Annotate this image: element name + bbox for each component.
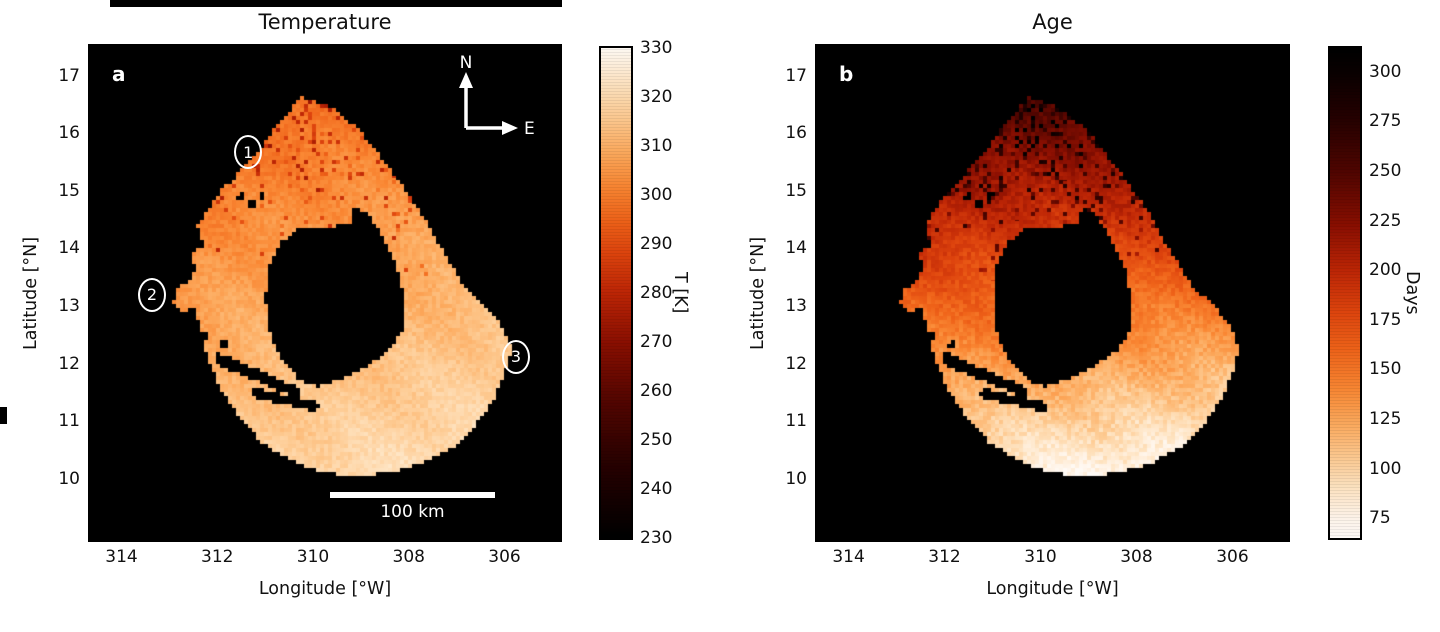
colorbar-tick-label: 330	[640, 38, 673, 58]
panel-b-colorbar-ticks: 300 275 250 225 200 175 150 125 100 75	[1369, 48, 1415, 538]
panel-b-plot-area: b	[815, 44, 1290, 542]
x-tick-label: 314	[832, 547, 865, 567]
colorbar-tick-label: 310	[640, 136, 673, 156]
y-tick-label: 13	[785, 295, 807, 316]
colorbar-tick-label: 100	[1369, 458, 1402, 479]
y-tick-label: 15	[785, 180, 807, 201]
y-tick-label: 16	[785, 123, 807, 144]
x-tick-label: 308	[1120, 547, 1153, 567]
x-tick-label: 308	[392, 547, 425, 567]
x-tick-label: 310	[296, 547, 330, 567]
y-tick-label: 17	[58, 65, 80, 86]
colorbar-tick-label: 150	[1369, 359, 1402, 380]
colorbar-tick-label: 250	[1369, 160, 1402, 181]
panel-a-x-axis-label: Longitude [°W]	[258, 579, 392, 599]
y-tick-label: 12	[58, 353, 80, 374]
panel-b-colorbar	[1328, 46, 1362, 540]
y-tick-label: 11	[58, 411, 80, 432]
panel-a-x-ticks: 314 312 310 308 306	[88, 546, 562, 572]
temperature-colorbar-canvas	[601, 48, 631, 538]
panel-a-title: Temperature	[258, 10, 392, 34]
age-colorbar-canvas	[1330, 48, 1360, 538]
colorbar-tick-label: 175	[1369, 309, 1402, 330]
y-tick-label: 12	[785, 353, 807, 374]
y-tick-label: 10	[58, 468, 80, 489]
x-tick-label: 310	[1024, 547, 1057, 567]
panel-b-title: Age	[1032, 10, 1073, 34]
x-tick-label: 306	[1216, 547, 1249, 567]
y-tick-label: 10	[785, 468, 807, 489]
x-tick-label: 306	[488, 547, 521, 567]
x-tick-label: 312	[928, 547, 961, 567]
x-tick-label: 312	[201, 547, 234, 567]
x-tick-label: 314	[105, 547, 138, 567]
colorbar-tick-label: 225	[1369, 210, 1402, 231]
colorbar-tick-label: 300	[640, 185, 673, 205]
y-tick-label: 16	[58, 123, 80, 144]
colorbar-tick-label: 200	[1369, 260, 1402, 281]
y-tick-label: 14	[785, 238, 807, 259]
panel-a-colorbar	[599, 46, 633, 540]
panel-a-y-ticks: 17 16 15 14 13 12 11 10	[36, 44, 80, 542]
colorbar-tick-label: 240	[640, 479, 673, 499]
y-tick-label: 17	[785, 65, 807, 86]
cropped-image-artifact-top	[110, 0, 562, 7]
y-tick-label: 11	[785, 411, 807, 432]
colorbar-tick-label: 75	[1369, 508, 1391, 529]
colorbar-tick-label: 320	[640, 87, 673, 107]
y-tick-label: 14	[58, 238, 80, 259]
panel-b-colorbar-label: Days	[1402, 271, 1422, 315]
panel-a-colorbar-label: T [K]	[670, 272, 690, 314]
panel-b-y-ticks: 17 16 15 14 13 12 11 10	[763, 44, 807, 542]
age-heatmap-canvas	[815, 44, 1290, 542]
cropped-image-artifact-left	[0, 407, 7, 424]
temperature-heatmap-canvas	[88, 44, 562, 542]
y-tick-label: 13	[58, 295, 80, 316]
colorbar-tick-label: 270	[640, 332, 673, 352]
colorbar-tick-label: 290	[640, 234, 673, 254]
y-tick-label: 15	[58, 180, 80, 201]
colorbar-tick-label: 300	[1369, 61, 1402, 82]
colorbar-tick-label: 280	[640, 283, 673, 303]
colorbar-tick-label: 125	[1369, 408, 1402, 429]
colorbar-tick-label: 250	[640, 430, 673, 450]
panel-b-x-axis-label: Longitude [°W]	[986, 579, 1119, 599]
panel-b-x-ticks: 314 312 310 308 306	[815, 546, 1290, 572]
colorbar-tick-label: 260	[640, 381, 673, 401]
colorbar-tick-label: 275	[1369, 111, 1402, 132]
colorbar-tick-label: 230	[640, 528, 673, 548]
panel-a-colorbar-ticks: 330 320 310 300 290 280 270 260 250 240 230	[640, 38, 686, 548]
